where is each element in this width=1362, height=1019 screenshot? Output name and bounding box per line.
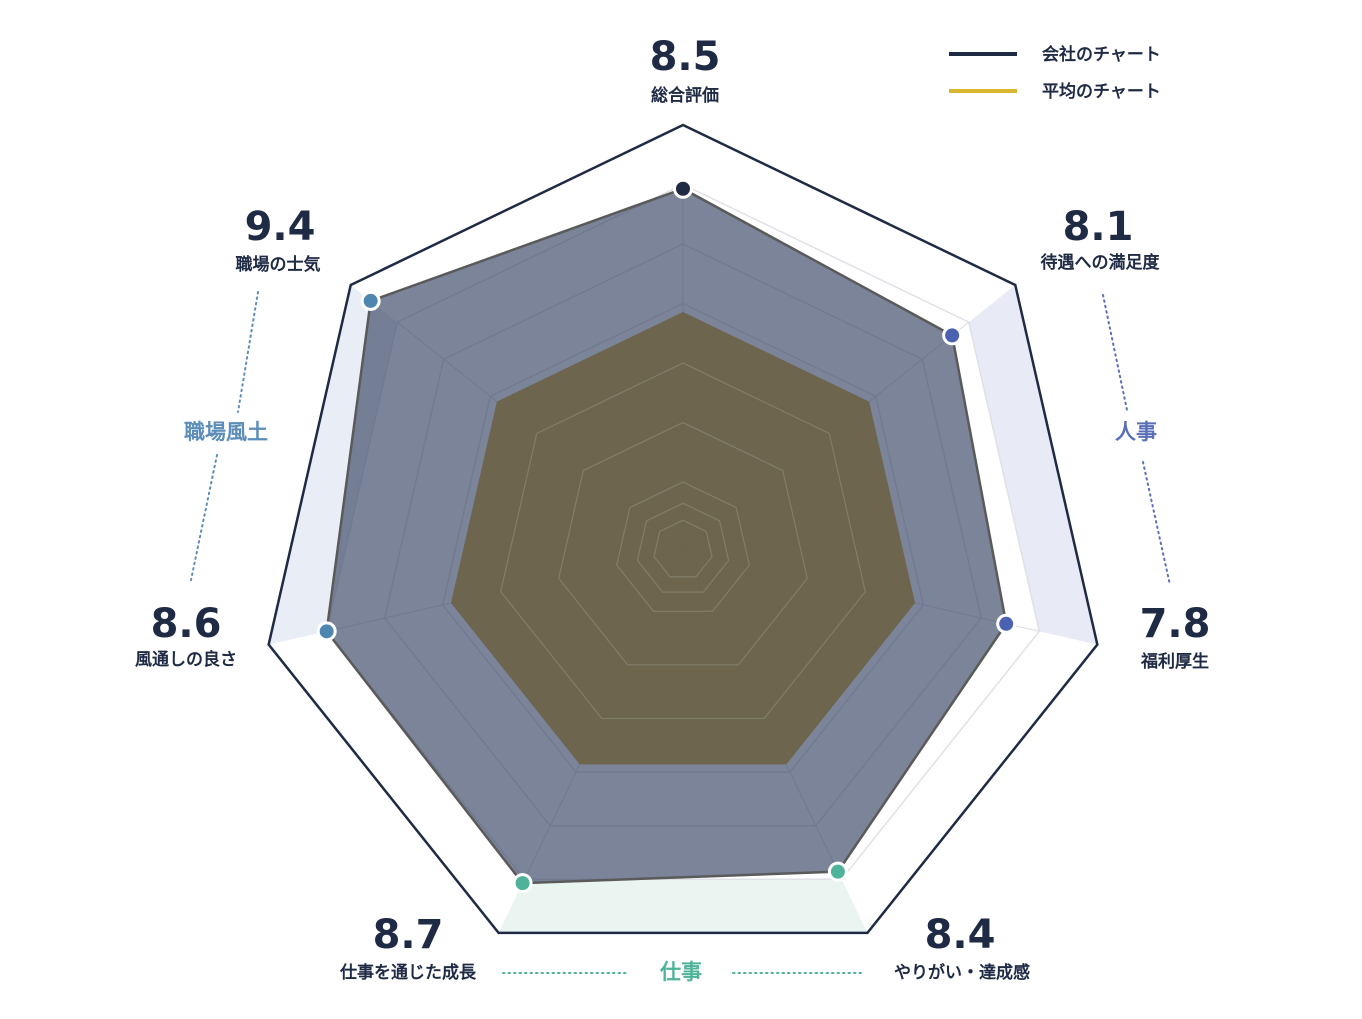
data-point-5 xyxy=(316,621,337,642)
axis-label-6: 職場の士気 xyxy=(236,254,321,275)
inner-grid-ring-2 xyxy=(616,481,750,612)
data-point-2 xyxy=(996,613,1017,634)
radar-border xyxy=(267,123,1099,935)
inner-grid-ring-1 xyxy=(557,421,809,666)
group-label-2: 仕事 xyxy=(659,960,702,984)
data-point-3 xyxy=(827,861,848,882)
legend-label-1: 平均のチャート xyxy=(1042,81,1161,102)
group-connector-1b xyxy=(1142,461,1171,586)
radar-outline xyxy=(267,123,1099,935)
group-connector-1a xyxy=(1102,294,1128,411)
data-point-6 xyxy=(360,290,381,311)
data-point-4 xyxy=(512,873,533,894)
series-area-average xyxy=(450,312,916,765)
radar-series xyxy=(325,187,1008,885)
axis-label-5: 風通しの良さ xyxy=(135,649,237,670)
data-point-1 xyxy=(942,325,963,346)
data-points xyxy=(316,178,1017,894)
axis-label-4: 仕事を通じた成長 xyxy=(339,962,477,983)
axis-score-4: 8.7 xyxy=(373,912,444,958)
group-connector-0b xyxy=(190,454,218,581)
axis-score-2: 7.8 xyxy=(1140,601,1211,647)
inner-grid-ring-3 xyxy=(636,502,730,593)
data-point-0 xyxy=(673,178,693,199)
group-label-1: 人事 xyxy=(1115,420,1157,444)
axis-label-0: 総合評価 xyxy=(651,85,719,106)
group-connector-0a xyxy=(237,291,259,413)
axis-score-5: 8.6 xyxy=(151,601,222,647)
group-band-2 xyxy=(498,879,868,933)
axis-score-1: 8.1 xyxy=(1063,204,1134,250)
axis-score-3: 8.4 xyxy=(925,912,996,958)
axis-label-3: やりがい・達成感 xyxy=(894,962,1030,983)
axis-score-6: 9.4 xyxy=(245,204,316,250)
axis-label-1: 待遇への満足度 xyxy=(1041,252,1161,273)
inner-grid-ring-0 xyxy=(499,362,867,720)
group-label-0: 職場風土 xyxy=(184,420,268,444)
inner-grid-ring-4 xyxy=(653,519,713,578)
legend-label-0: 会社のチャート xyxy=(1042,44,1161,65)
axis-label-2: 福利厚生 xyxy=(1140,651,1209,672)
axis-score-0: 8.5 xyxy=(650,34,721,80)
group-band-1 xyxy=(968,285,1098,645)
